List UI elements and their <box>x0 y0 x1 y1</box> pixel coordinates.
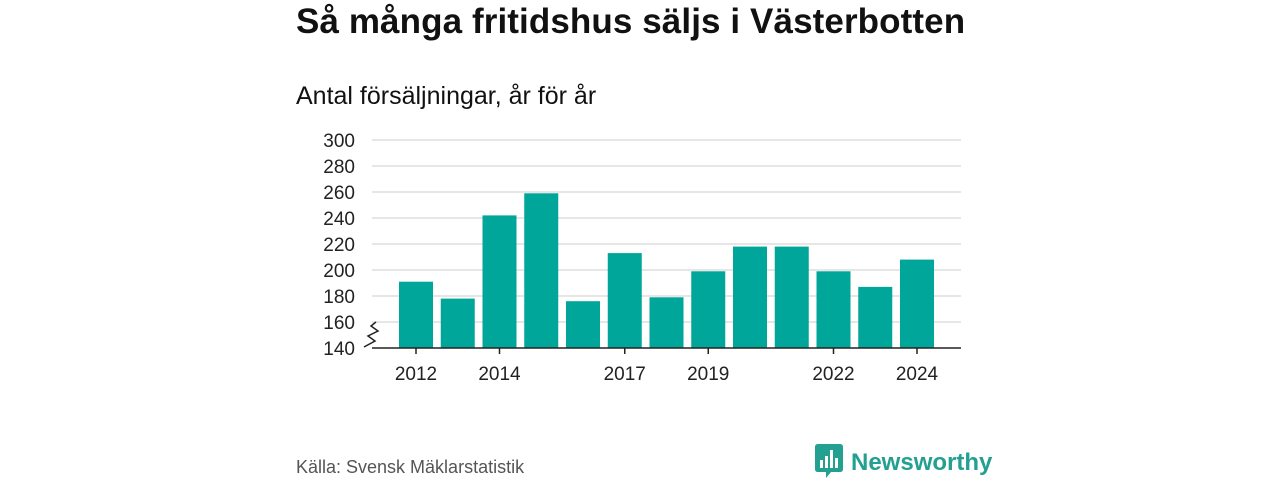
y-tick-label: 280 <box>323 157 355 178</box>
brand-name: Newsworthy <box>851 449 993 476</box>
x-tick-label: 2022 <box>812 364 854 385</box>
chart-subtitle: Antal försäljningar, år för år <box>296 82 597 110</box>
bar <box>440 298 475 348</box>
bar <box>482 215 517 348</box>
newsworthy-logo-icon <box>815 443 843 483</box>
bar <box>900 259 934 348</box>
x-tick-label: 2012 <box>395 364 437 385</box>
y-tick-label: 200 <box>323 261 355 282</box>
y-tick-label: 180 <box>323 287 355 308</box>
bar <box>774 246 809 348</box>
x-tick-label: 2017 <box>604 364 646 385</box>
y-tick-label: 300 <box>323 131 355 152</box>
axis-break-icon <box>363 321 380 348</box>
chart-title: Så många fritidshus säljs i Västerbotten <box>296 2 966 41</box>
bar <box>691 271 726 348</box>
x-tick-label: 2019 <box>687 364 729 385</box>
bar <box>607 253 642 348</box>
bar <box>399 281 433 348</box>
x-tick-label: 2024 <box>896 364 939 385</box>
bar <box>524 193 559 348</box>
y-tick-label: 240 <box>323 209 355 230</box>
brand-logo[interactable]: Newsworthy <box>815 443 993 483</box>
bar <box>566 301 600 348</box>
source-note: Källa: Svensk Mäklarstatistik <box>296 457 525 477</box>
y-tick-label: 260 <box>323 183 355 204</box>
bar <box>816 271 851 348</box>
y-tick-label: 220 <box>323 235 355 256</box>
bar <box>649 297 684 348</box>
x-tick-label: 2014 <box>478 364 521 385</box>
bar <box>858 286 893 348</box>
bar <box>733 246 767 348</box>
y-tick-label: 160 <box>323 313 355 334</box>
y-tick-label: 140 <box>323 339 355 360</box>
